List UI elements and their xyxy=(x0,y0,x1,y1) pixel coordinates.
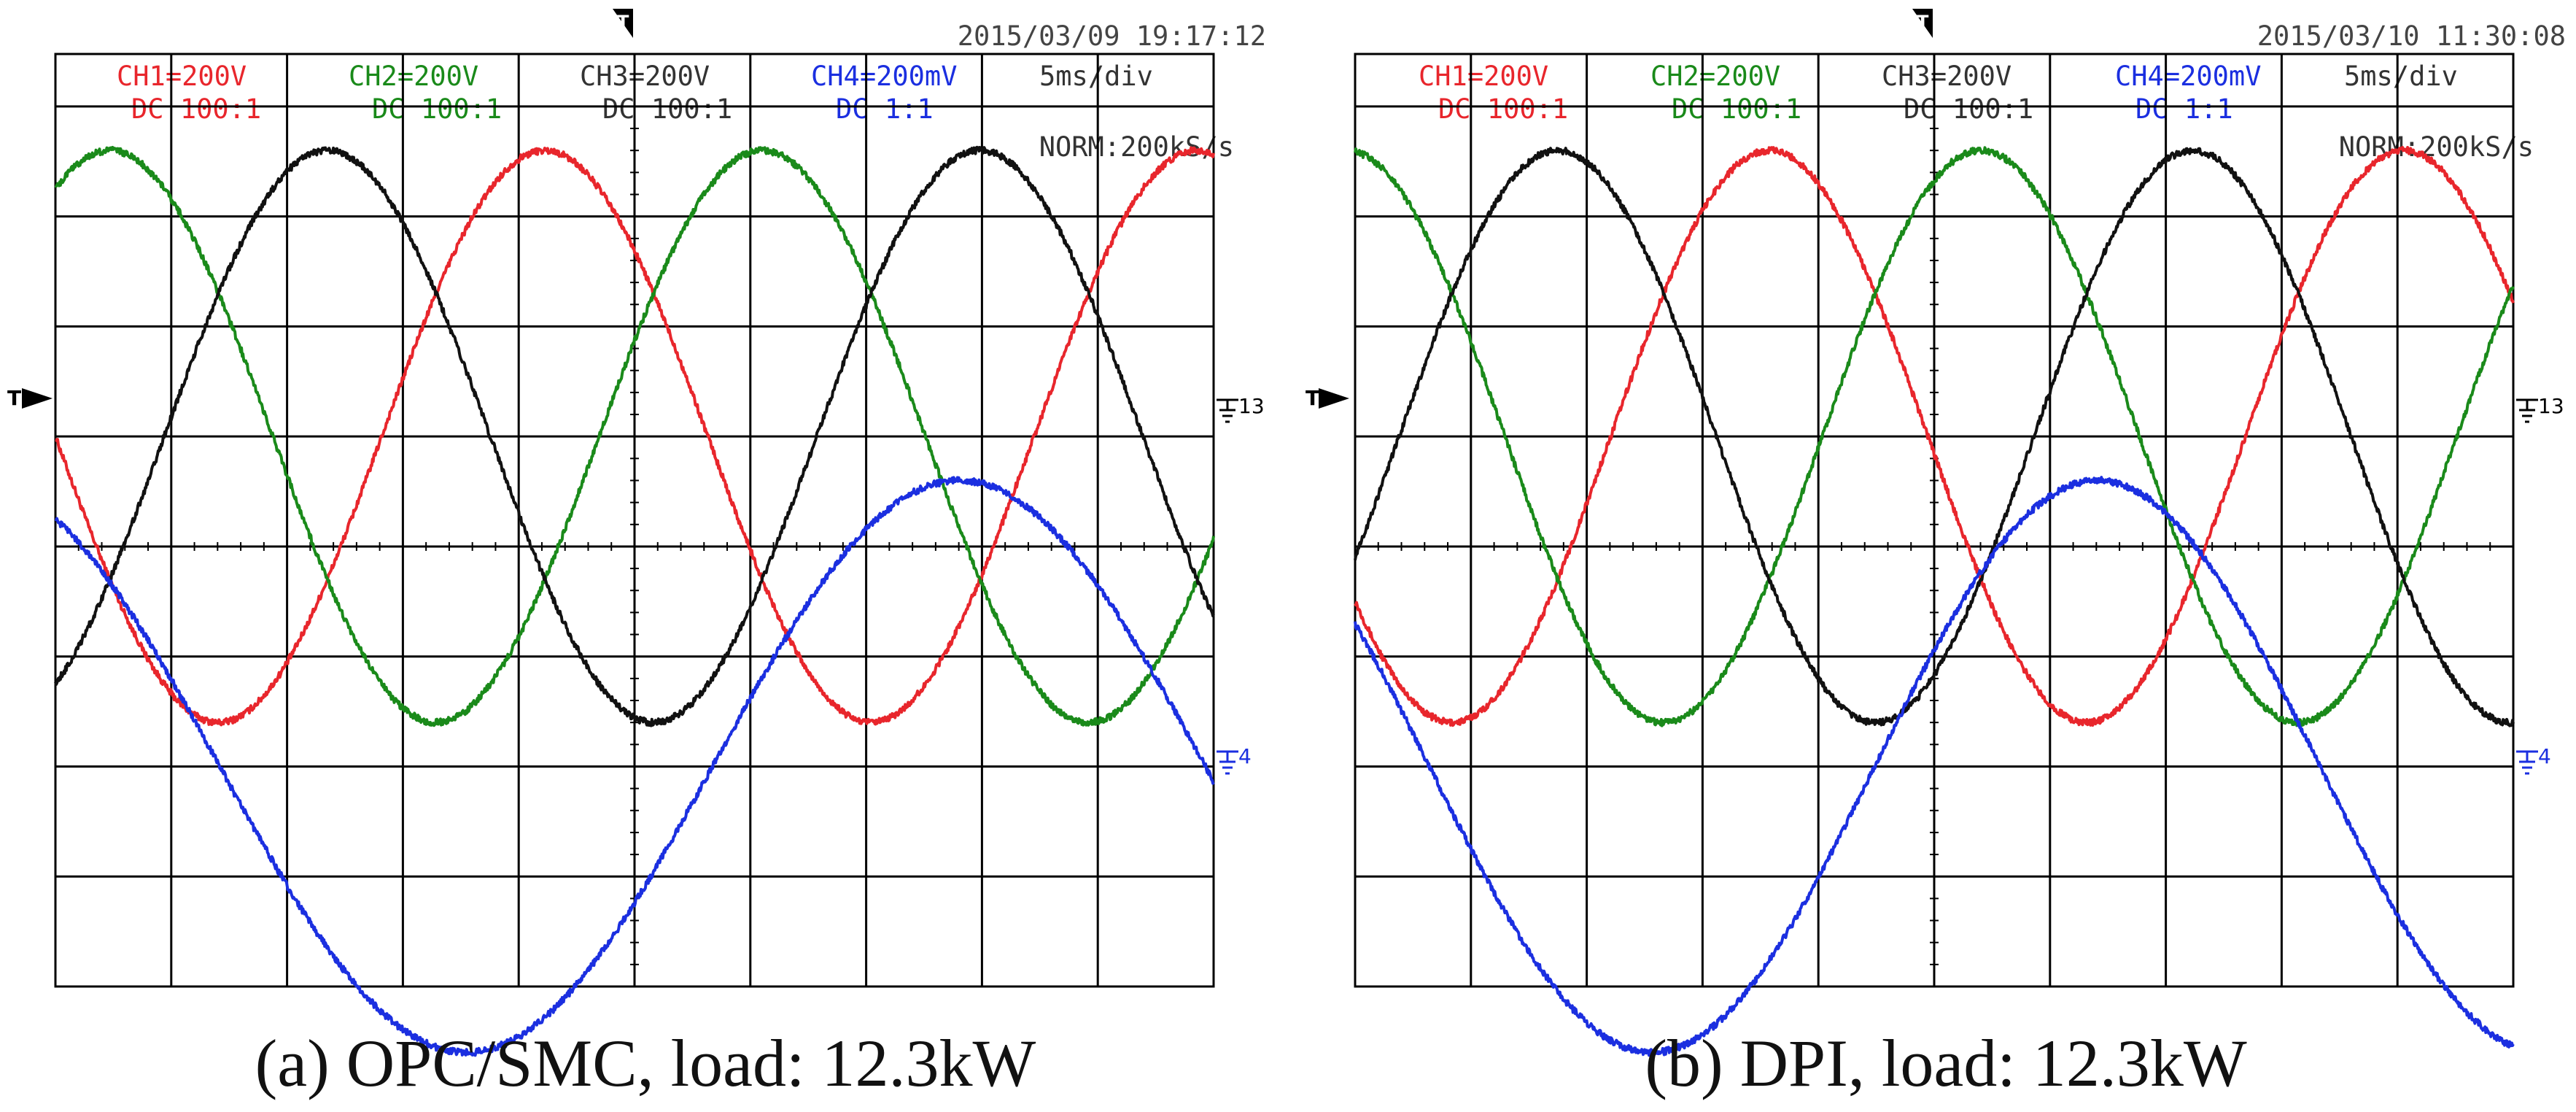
panel-b-timestamp: 2015/03/10 11:30:08 xyxy=(2257,20,2566,52)
panel-b-trace-ch3 xyxy=(1354,147,2515,727)
panel-b-trace-ch1 xyxy=(1354,145,2515,727)
panel-a-traces xyxy=(54,145,1215,1057)
svg-text:T: T xyxy=(1306,386,1319,410)
panel-a-ch4-label: CH4=200mV xyxy=(811,61,957,92)
panel-b-ch3-label: CH3=200V xyxy=(1882,61,2011,92)
panel-b-caption: (b) DPI, load: 12.3kW xyxy=(1645,1026,2246,1100)
svg-text:T: T xyxy=(617,12,629,32)
panel-a-ch3-coupling: DC 100:1 xyxy=(602,93,732,125)
panel-a-trigger-position-icon xyxy=(613,9,633,38)
panel-a-timebase: 5ms/div xyxy=(1039,61,1153,92)
panel-a-ground-label-13: 13 xyxy=(1238,394,1265,418)
panel-b-traces xyxy=(1354,145,2515,1057)
panel-a-header: 2015/03/09 19:17:12 CH1=200V CH2=200V CH… xyxy=(117,20,1266,163)
svg-text:T: T xyxy=(1917,12,1929,32)
panel-b-trigger-level-icon xyxy=(1319,388,1349,409)
panel-a-ch2-label: CH2=200V xyxy=(349,61,478,92)
panel-b-trace-ch2 xyxy=(1354,146,2515,727)
panel-b-ground-label-4: 4 xyxy=(2538,744,2551,768)
panel-b-ch2-coupling: DC 100:1 xyxy=(1672,93,1801,125)
panel-a-ground-marker-4-icon: 4 xyxy=(1217,744,1252,775)
panel-a-timestamp: 2015/03/09 19:17:12 xyxy=(958,20,1266,52)
panel-b-header: 2015/03/10 11:30:08 CH1=200V CH2=200V CH… xyxy=(1419,20,2566,163)
panel-a-grid xyxy=(54,53,1215,988)
panel-a-ground-label-4: 4 xyxy=(1238,744,1252,768)
scope-panel-a: 2015/03/09 19:17:12 CH1=200V CH2=200V CH… xyxy=(7,9,1266,1100)
panel-a-ch1-label: CH1=200V xyxy=(117,61,247,92)
panel-a-caption: (a) OPC/SMC, load: 12.3kW xyxy=(255,1026,1036,1100)
panel-b-timebase: 5ms/div xyxy=(2344,61,2458,92)
panel-b-ch4-coupling: DC 1:1 xyxy=(2135,93,2233,125)
panel-a-ch4-coupling: DC 1:1 xyxy=(836,93,934,125)
panel-a-ch1-coupling: DC 100:1 xyxy=(131,93,261,125)
panel-b-trace-ch4 xyxy=(1354,476,2515,1057)
panel-a-ch3-label: CH3=200V xyxy=(580,61,710,92)
panel-b-ch1-coupling: DC 100:1 xyxy=(1438,93,1568,125)
panel-b-ch4-label: CH4=200mV xyxy=(2115,61,2261,92)
panel-a-trace-ch1 xyxy=(55,146,1215,727)
panel-b-sample-rate: NORM:200kS/s xyxy=(2339,131,2534,163)
svg-text:T: T xyxy=(7,386,21,410)
scope-panel-b: 2015/03/10 11:30:08 CH1=200V CH2=200V CH… xyxy=(1306,9,2566,1100)
panel-b-ground-label-13: 13 xyxy=(2538,394,2564,418)
panel-b-ground-marker-13-icon: 13 xyxy=(2516,394,2564,423)
panel-b-ch2-label: CH2=200V xyxy=(1650,61,1780,92)
panel-b-ground-marker-4-icon: 4 xyxy=(2516,744,2551,775)
panel-b-trigger-position-icon xyxy=(1912,9,1933,38)
panel-b-ch3-coupling: DC 100:1 xyxy=(1904,93,2033,125)
panel-a-sample-rate: NORM:200kS/s xyxy=(1039,131,1234,163)
panel-b-ch1-label: CH1=200V xyxy=(1419,61,1548,92)
panel-a-trace-ch4 xyxy=(54,476,1215,1057)
panel-a-ch2-coupling: DC 100:1 xyxy=(372,93,502,125)
panel-b-grid xyxy=(1354,53,2515,988)
panel-a-ground-marker-13-icon: 13 xyxy=(1217,394,1265,423)
panel-a-trace-ch2 xyxy=(54,145,1215,727)
panel-a-trace-ch3 xyxy=(54,145,1215,727)
panel-a-trigger-level-icon xyxy=(22,388,53,409)
